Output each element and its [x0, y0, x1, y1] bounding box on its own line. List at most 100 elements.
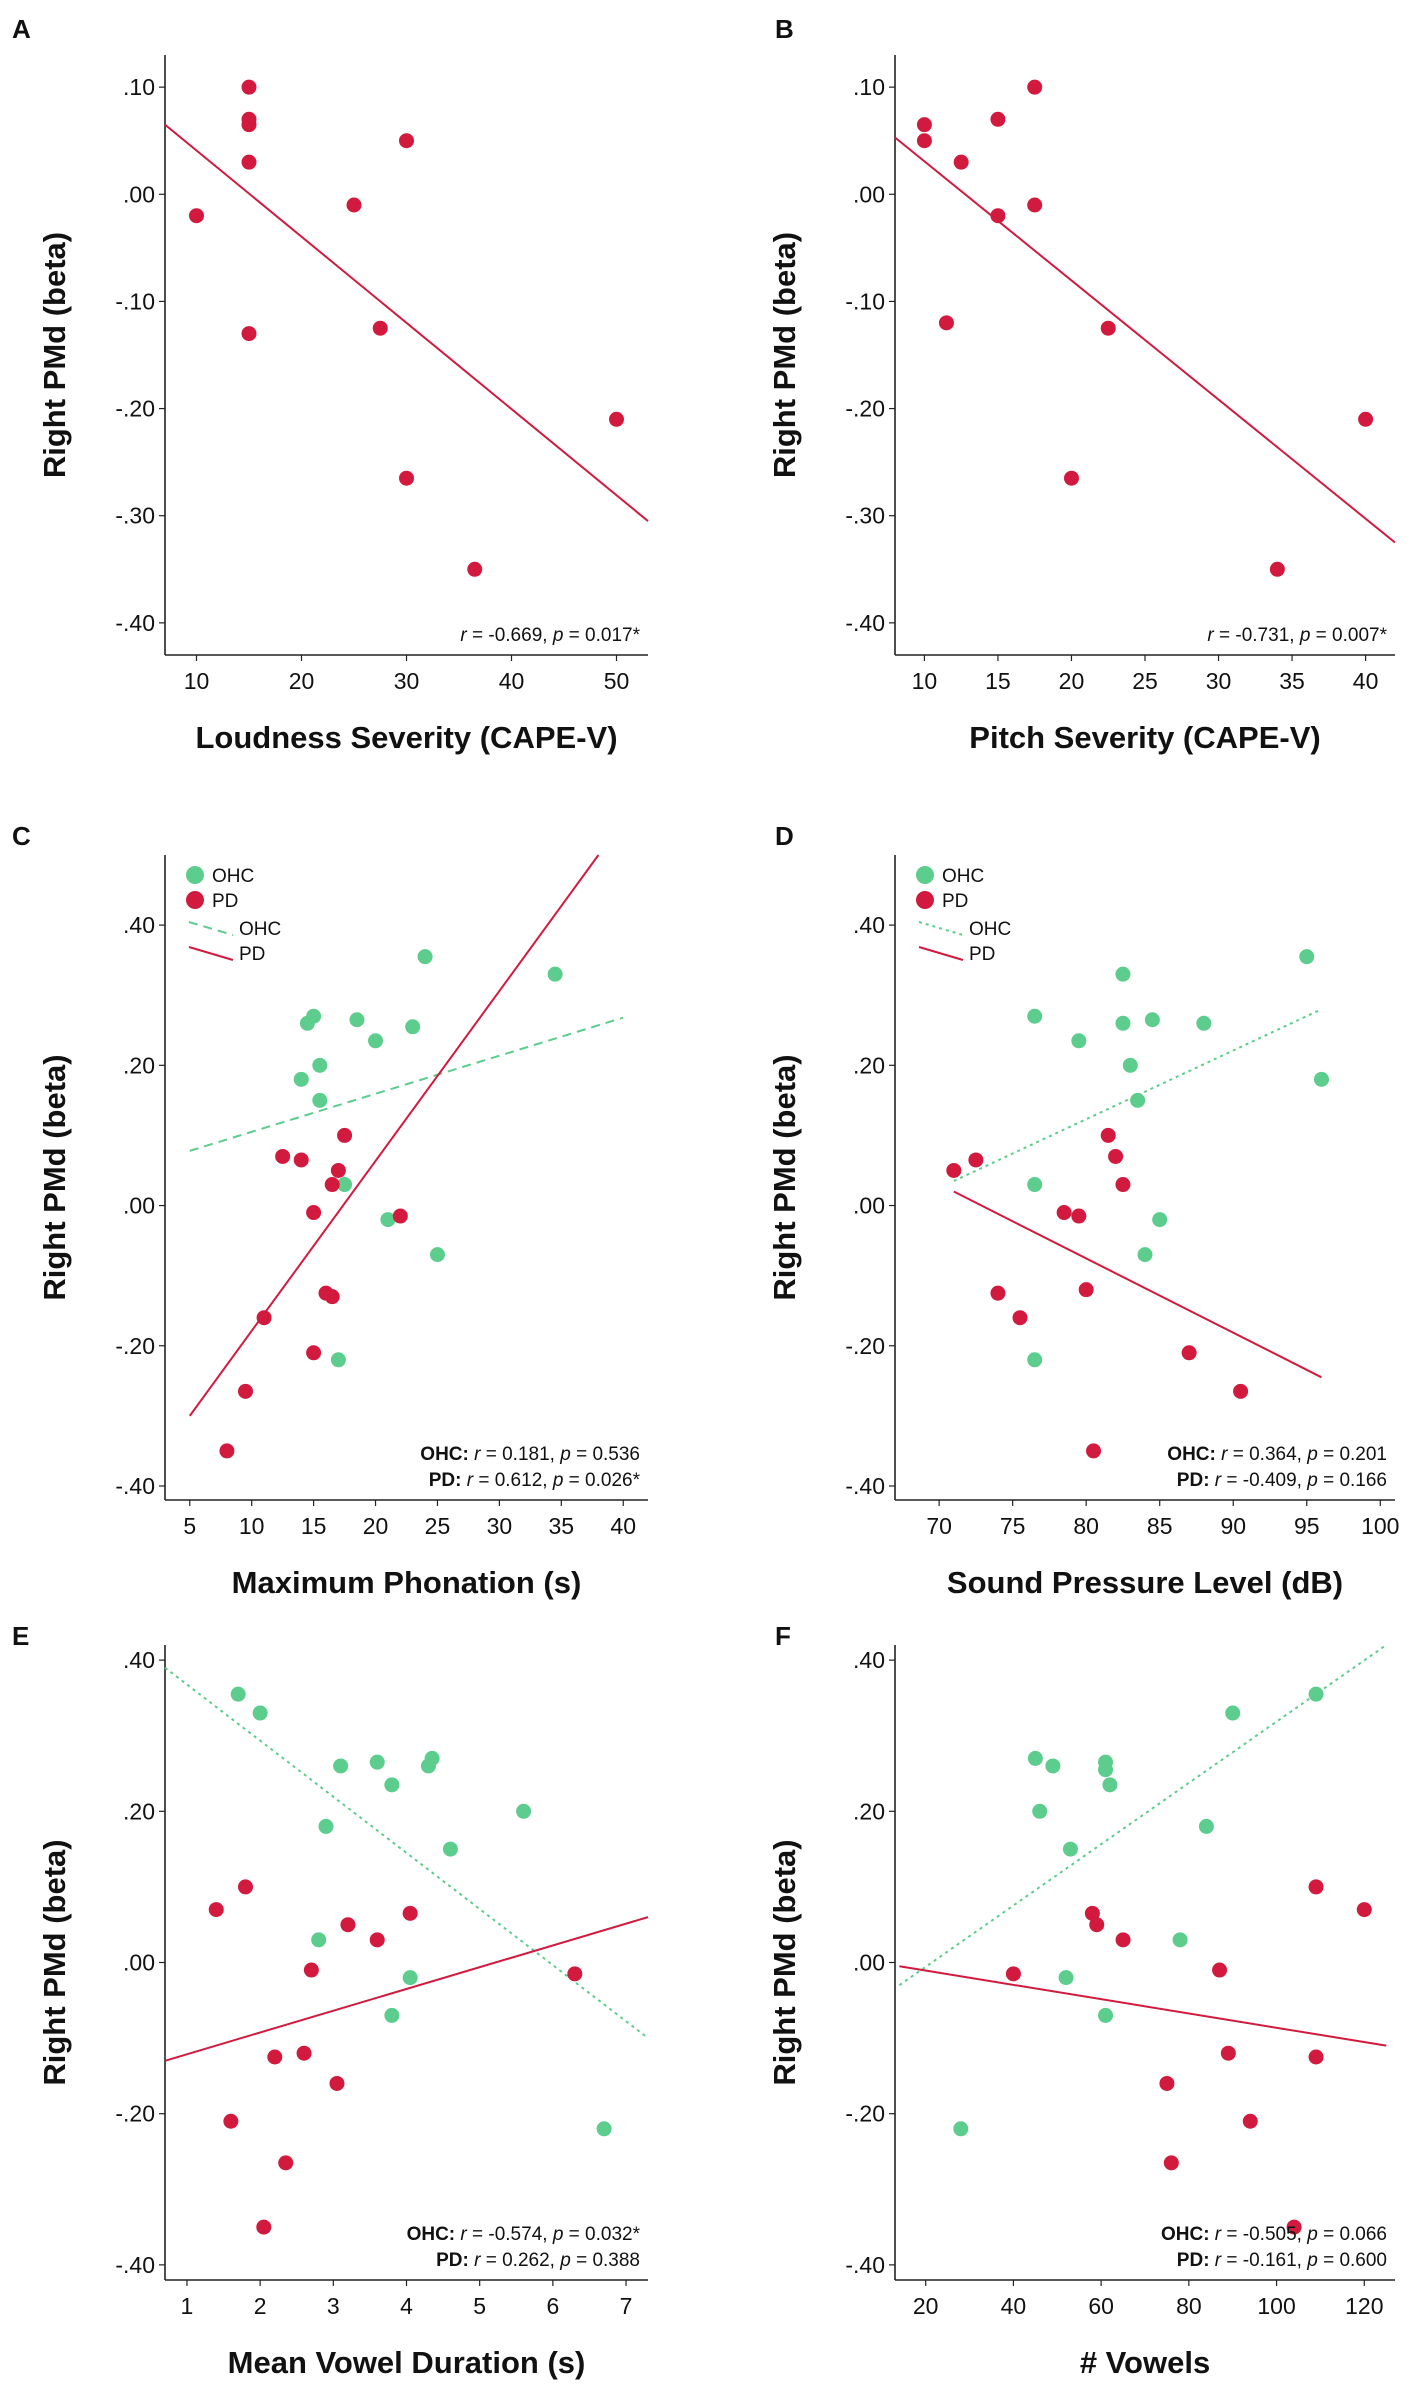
pd-data-point [337, 1127, 353, 1143]
pd-data-point [306, 1345, 322, 1361]
legend-ohc-line-label: OHC [969, 919, 1011, 940]
pd-data-point [1181, 1345, 1197, 1361]
ohc-data-point [1299, 949, 1315, 965]
panel-letter: D [775, 821, 794, 851]
x-axis-title: Maximum Phonation (s) [232, 1565, 582, 1600]
legend-ohc-dot [186, 866, 204, 884]
stat-annotation: PD: r = -0.409, p = 0.166 [1177, 1470, 1387, 1491]
stat-group-label: OHC: [407, 2224, 461, 2245]
pd-data-point [1308, 2049, 1324, 2065]
legend-pd-dot [916, 891, 934, 909]
pd-data-point [330, 1162, 346, 1178]
x-tick-label: 7 [620, 2293, 633, 2319]
ohc-data-point [318, 1818, 334, 1834]
stat-annotation: PD: r = 0.262, p = 0.388 [436, 2250, 640, 2271]
y-tick-label: -.40 [115, 1473, 155, 1499]
ohc-data-point [312, 1057, 328, 1073]
pd-data-point [189, 208, 204, 224]
x-tick-label: 90 [1220, 1513, 1246, 1539]
ohc-data-point [368, 1033, 384, 1049]
ohc-data-point [1027, 1008, 1043, 1024]
ohc-data-point [1122, 1057, 1138, 1073]
pd-data-point [223, 2113, 239, 2129]
pd-data-point [369, 1932, 385, 1948]
ohc-data-point [1027, 1177, 1043, 1193]
y-tick-label: .20 [853, 1798, 885, 1824]
panel-letter: B [775, 14, 794, 44]
pd-data-point [990, 111, 1006, 127]
pd-data-point [1286, 2219, 1302, 2235]
y-tick-label: -.40 [845, 1473, 885, 1499]
x-tick-label: 95 [1294, 1513, 1320, 1539]
stat-annotation: OHC: r = 0.181, p = 0.536 [420, 1444, 640, 1465]
ohc-data-point [1058, 1970, 1074, 1986]
stat-annotation: r = -0.731, p = 0.007* [1207, 625, 1387, 646]
pd-fit-line [894, 136, 1396, 544]
pd-data-point [267, 2049, 283, 2065]
ohc-data-point [293, 1071, 309, 1087]
x-tick-label: 40 [1001, 2293, 1027, 2319]
pd-data-point [241, 326, 257, 342]
pd-data-point [916, 133, 932, 149]
ohc-data-point [405, 1019, 421, 1035]
ohc-data-point [547, 966, 563, 982]
x-tick-label: 2 [254, 2293, 267, 2319]
ohc-data-point [1102, 1777, 1118, 1793]
pd-data-point [1269, 561, 1285, 577]
y-tick-label: .00 [853, 1950, 885, 1976]
x-tick-label: 5 [473, 2293, 486, 2319]
x-tick-label: 6 [546, 2293, 559, 2319]
ohc-data-point [1137, 1247, 1153, 1263]
pd-data-point [1163, 2155, 1179, 2171]
pd-data-point [275, 1148, 291, 1164]
stat-annotation: PD: r = 0.612, p = 0.026* [429, 1470, 641, 1491]
y-tick-label: .10 [853, 74, 885, 100]
x-tick-label: 30 [487, 1513, 513, 1539]
x-tick-label: 40 [610, 1513, 636, 1539]
panel-a: A 10 20 30 40 50 .10 .00 -.10 -.20 -.30 -.40 Right P… [12, 14, 649, 755]
ohc-data-point [311, 1932, 327, 1948]
legend-pd-line-label: PD [969, 944, 995, 965]
pd-data-point [238, 1383, 253, 1399]
pd-data-point [1356, 1902, 1372, 1918]
legend-ohc-dot-label: OHC [212, 866, 254, 887]
panel-letter: F [775, 1621, 791, 1651]
ohc-data-point [306, 1008, 322, 1024]
pd-data-point [296, 2045, 312, 2061]
pd-data-point [1115, 1177, 1131, 1193]
y-axis-title: Right PMd (beta) [37, 1054, 72, 1300]
x-tick-label: 10 [184, 668, 210, 694]
ohc-data-point [1071, 1033, 1087, 1049]
ohc-data-point [953, 2121, 969, 2137]
pd-data-point [1159, 2075, 1175, 2091]
y-tick-label: -.10 [115, 288, 155, 314]
panel-c: C 5 10 15 20 25 30 35 40 .40 .20 .00 -.20 -.40 Right P… [12, 821, 648, 1600]
pd-data-point [399, 470, 414, 486]
pd-data-point [399, 133, 414, 149]
pd-data-point [609, 411, 624, 427]
ohc-data-point [1172, 1932, 1188, 1948]
stat-group-label: OHC: [1167, 1444, 1221, 1465]
legend-pd-line [918, 946, 964, 961]
ohc-data-point [402, 1970, 418, 1986]
stat-annotation: OHC: r = -0.574, p = 0.032* [407, 2224, 641, 2245]
x-tick-label: 85 [1147, 1513, 1173, 1539]
x-tick-label: 30 [1206, 668, 1232, 694]
x-tick-label: 80 [1176, 2293, 1202, 2319]
pd-data-point [346, 197, 362, 213]
pd-fit-line [164, 1916, 649, 2062]
pd-data-point [303, 1962, 319, 1978]
stat-group-label: PD: [1177, 1470, 1215, 1491]
pd-data-point [1071, 1208, 1087, 1224]
y-tick-label: .40 [853, 912, 885, 938]
pd-data-point [402, 1905, 418, 1921]
ohc-data-point [1098, 1762, 1114, 1778]
ohc-data-point [252, 1705, 268, 1721]
y-tick-label: .00 [123, 1950, 155, 1976]
ohc-data-point [429, 1247, 445, 1263]
pd-data-point [1056, 1205, 1072, 1221]
ohc-fit-line [898, 1644, 1387, 1986]
pd-data-point [1027, 197, 1043, 213]
panel-letter: E [12, 1621, 29, 1651]
